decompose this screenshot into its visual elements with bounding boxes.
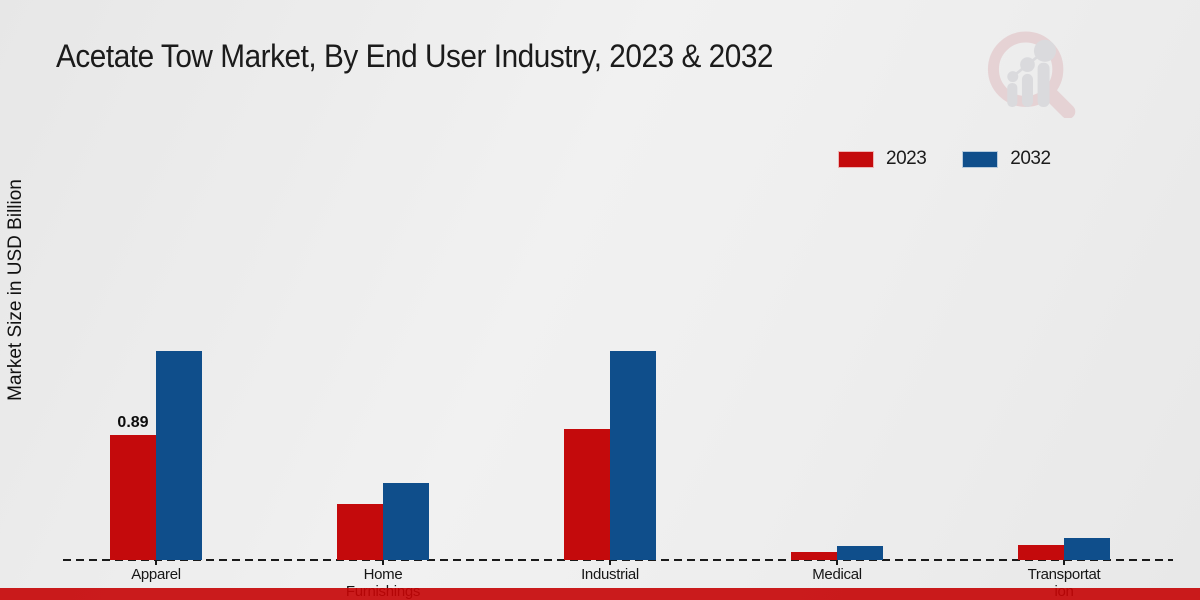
x-axis-tick xyxy=(1063,560,1065,565)
x-axis-label-home-furnishings: Home xyxy=(363,566,403,583)
legend-item-2032: 2032 xyxy=(962,148,1051,170)
legend-swatch-2032 xyxy=(962,150,999,168)
legend-swatch-2023 xyxy=(838,150,874,168)
bar-2032-home-furnishings xyxy=(383,483,429,560)
bar-2023-home-furnishings xyxy=(337,504,383,560)
bar-2032-transportation xyxy=(1064,538,1110,560)
x-axis-tick xyxy=(155,560,157,565)
bar-2023-industrial xyxy=(564,429,610,560)
bar-2023-medical xyxy=(791,552,837,560)
bar-2032-industrial xyxy=(610,351,656,560)
legend-label-2032: 2032 xyxy=(1010,148,1051,169)
legend: 2023 2032 xyxy=(838,148,1073,170)
x-axis-tick xyxy=(382,560,384,565)
bar-2023-apparel xyxy=(110,435,156,560)
x-axis-label-medical: Medical xyxy=(812,566,862,583)
bar-2032-apparel xyxy=(156,351,202,560)
x-axis-label-industrial: Industrial xyxy=(581,566,639,583)
legend-item-2023: 2023 xyxy=(838,148,927,170)
footer-red-band xyxy=(0,588,1200,600)
legend-label-2023: 2023 xyxy=(886,148,927,169)
bar-value-label: 0.89 xyxy=(117,414,149,431)
bar-2032-medical xyxy=(837,546,883,560)
market-research-magnifier-logo-icon xyxy=(987,31,1076,118)
chart-title: Acetate Tow Market, By End User Industry… xyxy=(56,38,773,74)
x-axis-tick xyxy=(609,560,611,565)
x-axis-label-apparel: Apparel xyxy=(131,566,181,583)
x-axis-tick xyxy=(836,560,838,565)
bar-2023-transportation xyxy=(1018,545,1064,560)
x-axis-label-transportation: Transportat xyxy=(1027,566,1101,583)
zero-baseline-dashed-line xyxy=(63,559,1173,561)
y-axis-label: Market Size in USD Billion xyxy=(5,179,26,401)
